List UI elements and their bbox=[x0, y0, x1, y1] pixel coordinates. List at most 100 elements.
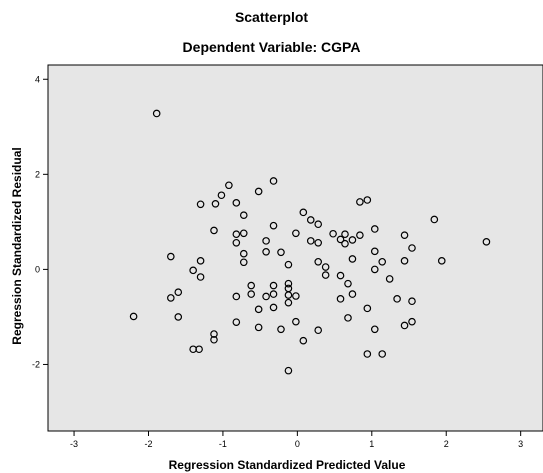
scatter-point bbox=[341, 239, 349, 248]
x-tick-label: -2 bbox=[144, 439, 152, 449]
scatter-point bbox=[400, 257, 409, 265]
scatter-point bbox=[299, 336, 308, 345]
x-axis-label: Regression Standardized Predicted Value bbox=[169, 458, 406, 472]
scatter-point bbox=[408, 244, 416, 252]
scatter-point bbox=[306, 216, 315, 224]
scatter-point bbox=[344, 279, 352, 288]
scatter-point bbox=[482, 238, 491, 246]
scatter-point bbox=[314, 257, 323, 266]
scatter-point bbox=[314, 326, 323, 335]
scatter-point bbox=[370, 225, 379, 233]
scatter-point bbox=[269, 290, 278, 298]
scatter-point bbox=[336, 271, 345, 280]
chart-subtitle: Dependent Variable: CGPA bbox=[182, 39, 361, 55]
scatter-point bbox=[152, 109, 161, 118]
scatter-point bbox=[363, 196, 372, 204]
scatter-point bbox=[370, 247, 379, 256]
scatter-point bbox=[348, 255, 357, 263]
scatter-point bbox=[239, 229, 248, 238]
scatter-point bbox=[239, 211, 248, 220]
scatter-point bbox=[254, 187, 263, 196]
y-tick-label: 2 bbox=[35, 169, 40, 179]
scatter-point bbox=[408, 317, 416, 326]
scatter-point bbox=[356, 198, 364, 206]
scatter-point bbox=[254, 305, 263, 314]
y-axis-label: Regression Standardized Residual bbox=[10, 147, 24, 344]
scatter-point bbox=[174, 288, 183, 297]
scatter-point bbox=[269, 177, 278, 185]
scatter-point bbox=[363, 350, 372, 358]
scatter-point bbox=[210, 335, 218, 344]
scatter-point bbox=[239, 249, 248, 258]
scatter-point bbox=[211, 199, 220, 208]
scatter-point bbox=[321, 263, 330, 271]
y-tick-label: 4 bbox=[35, 74, 40, 84]
scatter-point bbox=[370, 325, 379, 334]
scatter-point bbox=[247, 290, 256, 298]
scatter-point bbox=[247, 281, 256, 290]
scatter-point bbox=[348, 236, 357, 244]
scatter-point bbox=[196, 200, 205, 209]
scatter-point bbox=[277, 248, 285, 257]
x-tick-label: -3 bbox=[70, 439, 78, 449]
y-tick-label: -2 bbox=[32, 359, 40, 369]
scatter-point bbox=[363, 304, 372, 313]
scatter-point bbox=[329, 229, 337, 238]
scatter-point bbox=[314, 220, 323, 229]
scatter-point bbox=[232, 318, 241, 326]
scatter-point bbox=[370, 265, 379, 274]
scatter-point bbox=[292, 229, 300, 238]
scatter-point bbox=[306, 237, 315, 245]
chart-title: Scatterplot bbox=[234, 9, 309, 25]
scatter-point bbox=[378, 350, 387, 358]
scatter-point bbox=[196, 257, 205, 265]
scatter-point bbox=[269, 303, 278, 312]
scatter-point bbox=[232, 292, 241, 301]
scatter-point bbox=[217, 191, 226, 200]
scatter-point bbox=[232, 238, 241, 247]
x-tick-label: 0 bbox=[295, 439, 300, 449]
scatter-point bbox=[262, 248, 270, 256]
scatter-point bbox=[299, 208, 308, 217]
plot-area bbox=[47, 64, 543, 432]
scatter-point bbox=[232, 230, 241, 239]
scatter-point bbox=[408, 297, 416, 306]
scatter-point bbox=[284, 291, 293, 299]
x-tick-label: 1 bbox=[369, 439, 374, 449]
scatter-point bbox=[129, 312, 138, 321]
scatter-point bbox=[277, 325, 285, 334]
scatter-point bbox=[210, 226, 218, 235]
scatter-point bbox=[292, 292, 300, 300]
scatter-point bbox=[167, 252, 175, 261]
scatter-point bbox=[393, 295, 401, 303]
x-tick-label: -1 bbox=[219, 439, 227, 449]
data-points bbox=[129, 109, 491, 375]
scatter-point bbox=[378, 257, 387, 266]
scatter-point bbox=[239, 258, 248, 267]
scatter-point bbox=[344, 314, 352, 322]
scatter-point bbox=[400, 321, 409, 330]
scatter-point bbox=[336, 295, 345, 303]
scatter-point bbox=[292, 317, 300, 326]
scatter-point bbox=[341, 230, 349, 239]
scatter-point bbox=[269, 281, 278, 290]
axis-ticks: -3 -2 -1 0 1 2 3 -2 0 2 4 bbox=[32, 74, 523, 449]
scatter-point bbox=[430, 215, 439, 224]
scatter-point bbox=[225, 181, 233, 190]
scatter-point bbox=[321, 271, 330, 279]
scatter-point bbox=[336, 235, 345, 244]
scatter-point bbox=[385, 275, 394, 283]
scatter-point bbox=[189, 266, 197, 275]
scatter-point bbox=[269, 221, 278, 230]
scatter-point bbox=[210, 330, 218, 338]
scatter-point bbox=[262, 292, 270, 301]
scatter-point bbox=[314, 238, 323, 247]
x-tick-label: 2 bbox=[444, 439, 449, 449]
scatter-point bbox=[348, 290, 357, 298]
scatter-point bbox=[232, 199, 241, 207]
scatter-point bbox=[400, 231, 409, 239]
scatter-point bbox=[437, 257, 446, 265]
scatter-point bbox=[174, 313, 183, 321]
